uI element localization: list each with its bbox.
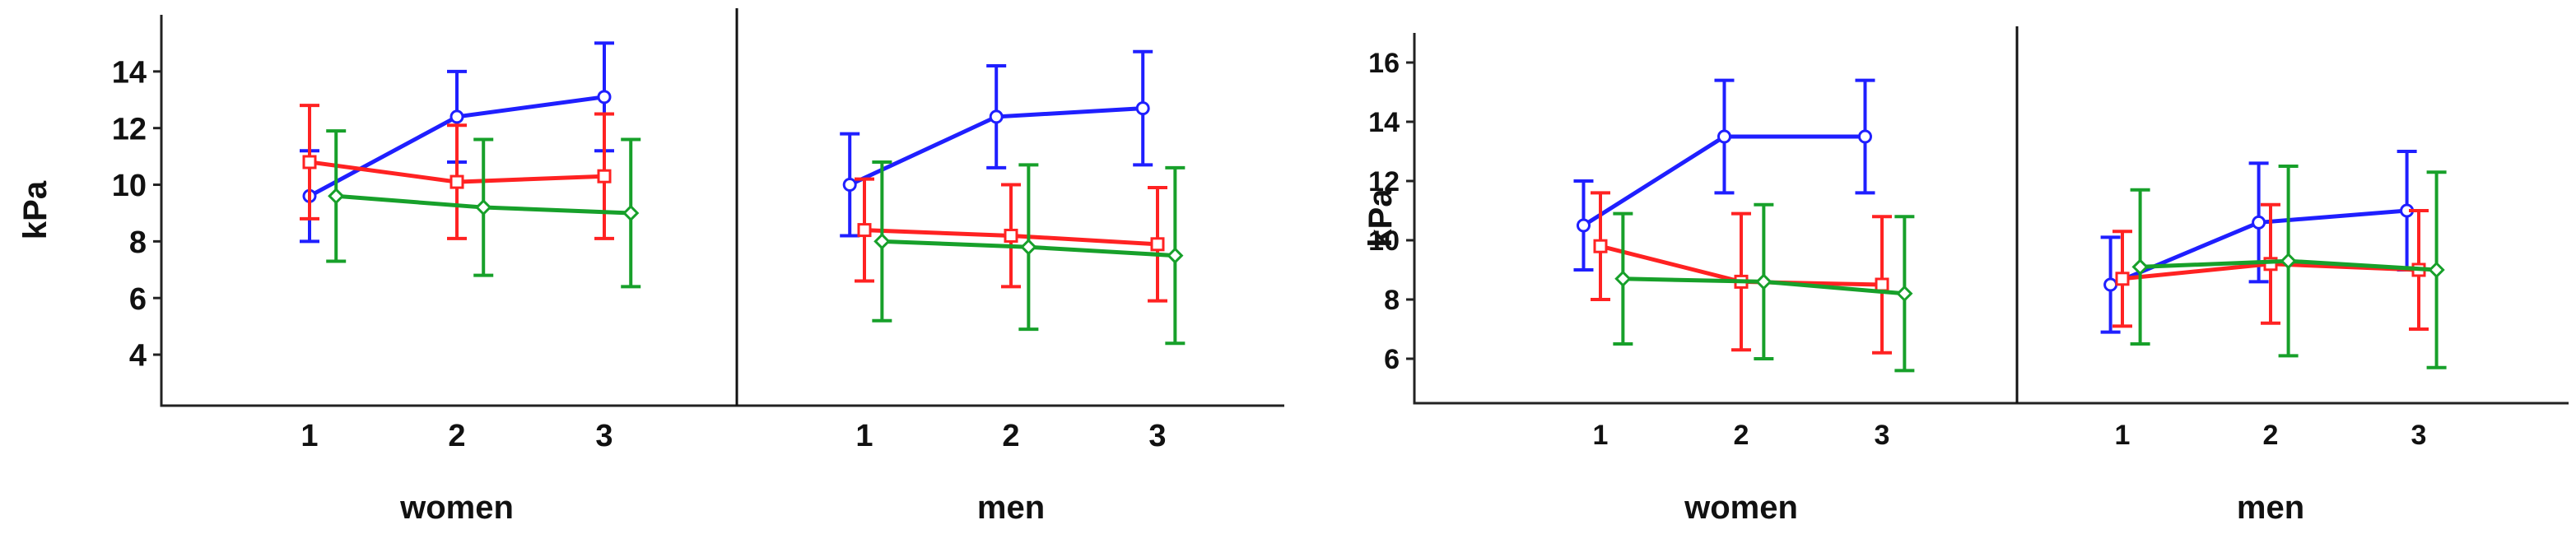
- series-1: [300, 104, 614, 240]
- data-point: [2131, 258, 2149, 276]
- data-point: [1576, 218, 1591, 233]
- data-point: [2280, 253, 2297, 270]
- x-tick-label: 3: [595, 419, 613, 453]
- data-point: [1875, 277, 1889, 292]
- x-tick-label: 2: [1002, 419, 1019, 453]
- panel-label: women: [1684, 490, 1798, 526]
- data-point: [2115, 272, 2130, 286]
- series-2: [2130, 165, 2447, 369]
- panel-label: women: [399, 490, 514, 526]
- data-point: [2428, 261, 2445, 279]
- series-2: [326, 129, 641, 289]
- x-tick-label: 3: [2411, 420, 2427, 451]
- axes: [1413, 33, 2569, 405]
- panel-label: men: [977, 490, 1045, 526]
- x-tick-label: 2: [1734, 420, 1749, 451]
- y-tick-label: 6: [129, 282, 147, 317]
- x-tick-label: 2: [2263, 420, 2279, 451]
- data-point: [1857, 129, 1872, 144]
- data-point: [842, 178, 857, 193]
- data-point: [2252, 215, 2266, 230]
- y-axis-label: kPa: [17, 180, 54, 239]
- data-point: [597, 169, 612, 183]
- x-tick-label: 3: [1148, 419, 1166, 453]
- y-tick-label: 12: [1368, 166, 1400, 197]
- data-point: [450, 109, 464, 124]
- panel-men: 1 2 3 men: [840, 49, 1186, 526]
- series-0: [1573, 78, 1875, 272]
- y-tick-label: 14: [1368, 107, 1400, 138]
- x-tick-label: 1: [1593, 420, 1609, 451]
- data-point: [1004, 228, 1018, 243]
- data-point: [622, 204, 640, 222]
- y-tick-label: 8: [1384, 285, 1400, 316]
- y-tick-label: 16: [1368, 48, 1400, 79]
- data-point: [302, 155, 317, 169]
- axes: [160, 15, 1284, 407]
- series-0: [840, 49, 1153, 238]
- data-point: [1593, 239, 1608, 253]
- data-point: [597, 90, 612, 104]
- panel-label: men: [2237, 490, 2304, 526]
- x-tick-label: 1: [2115, 420, 2131, 451]
- data-point: [1167, 247, 1184, 264]
- data-point: [1896, 285, 1913, 302]
- panel-men: 1 2 3 men: [2100, 150, 2447, 526]
- series-2: [1613, 202, 1915, 373]
- y-tick-label: 8: [129, 225, 147, 260]
- data-point: [1755, 273, 1772, 290]
- series-1: [855, 177, 1167, 303]
- data-point: [1020, 239, 1037, 256]
- y-axis-label: kPa: [1363, 188, 1399, 248]
- series-0: [2100, 150, 2417, 334]
- data-point: [2103, 277, 2118, 292]
- panel-women: 1 2 3 women: [300, 41, 641, 526]
- x-tick-label: 3: [1875, 420, 1890, 451]
- data-point: [1150, 237, 1165, 252]
- x-tick-label: 2: [448, 419, 465, 453]
- series-1: [1591, 191, 1892, 355]
- x-tick-label: 1: [300, 419, 318, 453]
- data-point: [873, 233, 891, 250]
- data-point: [1717, 129, 1731, 144]
- y-tick-label: 12: [112, 112, 147, 146]
- y-tick-label: 10: [112, 169, 147, 203]
- data-point: [989, 109, 1004, 124]
- data-point: [857, 223, 872, 238]
- series-2: [872, 160, 1186, 346]
- panel-women: 1 2 3 women: [1573, 78, 1915, 526]
- y-tick-label: 14: [112, 56, 147, 91]
- y-tick-label: 4: [129, 339, 147, 374]
- data-point: [328, 188, 345, 205]
- data-point: [475, 198, 492, 216]
- data-point: [1135, 101, 1150, 116]
- y-tick-label: 6: [1384, 344, 1400, 375]
- x-tick-label: 1: [855, 419, 873, 453]
- y-tick-label: 10: [1368, 225, 1400, 257]
- data-point: [1614, 270, 1632, 287]
- data-point: [450, 174, 464, 189]
